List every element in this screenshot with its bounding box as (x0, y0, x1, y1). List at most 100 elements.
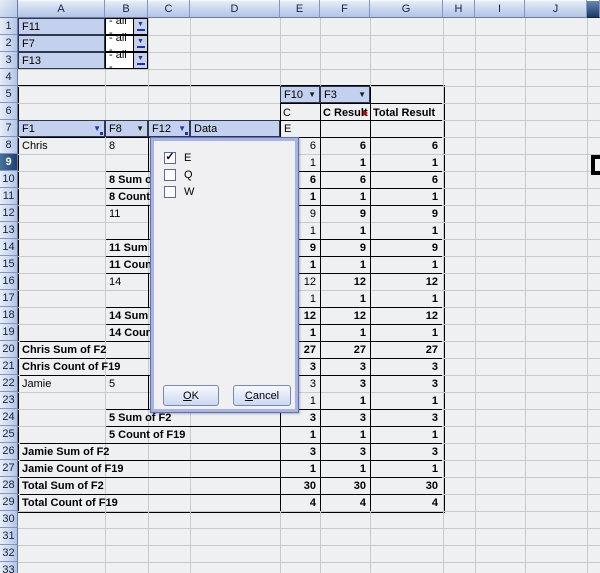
cell-E12[interactable]: 9 (309, 207, 316, 220)
page-filter-f7-combo[interactable]: - all - ▼ (105, 32, 148, 56)
cell-E8[interactable]: 6 (309, 139, 316, 152)
filter-dropdown-arrow-icon[interactable]: ▼ (136, 123, 144, 133)
cell-F24[interactable]: 3 (359, 411, 366, 424)
cell-E20[interactable]: 27 (303, 343, 316, 356)
cell-E14[interactable]: 9 (309, 241, 316, 254)
pivot-colfield-f10-button[interactable]: F10 ▼ (280, 86, 320, 103)
cell-G27[interactable]: 1 (431, 462, 438, 475)
cell-F26[interactable]: 3 (359, 445, 366, 458)
cell-G19[interactable]: 1 (431, 326, 438, 339)
cell-E13[interactable]: 1 (309, 224, 316, 237)
cell-E26[interactable]: 3 (309, 445, 316, 458)
cell-G17[interactable]: 1 (431, 292, 438, 305)
pivot-rowfield-f12-button[interactable]: F12 ▼ (148, 120, 190, 137)
cell-A8[interactable]: Chris (22, 139, 48, 152)
cell-G22[interactable]: 3 (431, 377, 438, 390)
cell-G21[interactable]: 3 (431, 360, 438, 373)
cell-G9[interactable]: 1 (431, 156, 438, 169)
filter-option-q[interactable]: Q (164, 168, 193, 181)
cell-G15[interactable]: 1 (431, 258, 438, 271)
cell-F22[interactable]: 3 (359, 377, 366, 390)
cell-F28[interactable]: 30 (353, 479, 366, 492)
page-field-f13-button[interactable]: F13 (18, 52, 105, 69)
cell-E27[interactable]: 1 (309, 462, 316, 475)
cell-F18[interactable]: 12 (353, 309, 366, 322)
cell-A29[interactable]: Total Count of F19 (22, 496, 118, 509)
cell-F29[interactable]: 4 (359, 496, 366, 509)
checkbox-unchecked-icon[interactable] (164, 185, 176, 198)
filter-dropdown-arrow-icon[interactable]: ▼ (178, 123, 186, 133)
cell-A26[interactable]: Jamie Sum of F2 (22, 445, 110, 458)
cell-G20[interactable]: 27 (425, 343, 438, 356)
cell-A22[interactable]: Jamie (22, 377, 52, 390)
cell-F12[interactable]: 9 (359, 207, 366, 220)
cell-G18[interactable]: 12 (425, 309, 438, 322)
page-filter-dropdown-button[interactable]: ▼ (133, 53, 147, 68)
filter-dropdown-arrow-icon[interactable]: ▼ (308, 89, 316, 99)
cell-E21[interactable]: 3 (309, 360, 316, 373)
cell-G25[interactable]: 1 (431, 428, 438, 441)
cell-B22[interactable]: 5 (109, 377, 116, 390)
cell-E17[interactable]: 1 (309, 292, 316, 305)
cell-F9[interactable]: 1 (359, 156, 366, 169)
cell-F16[interactable]: 12 (353, 275, 366, 288)
cell-G26[interactable]: 3 (431, 445, 438, 458)
cell-E11[interactable]: 1 (309, 190, 316, 203)
cell-E6[interactable]: C (283, 106, 291, 119)
cell-F17[interactable]: 1 (359, 292, 366, 305)
cell-E9[interactable]: 1 (309, 156, 316, 169)
cell-F21[interactable]: 3 (359, 360, 366, 373)
cell-F6[interactable]: C Result (323, 106, 368, 119)
cell-E25[interactable]: 1 (309, 428, 316, 441)
cell-E29[interactable]: 4 (309, 496, 316, 509)
checkbox-checked-icon[interactable]: ✓ (164, 151, 176, 164)
cell-F14[interactable]: 9 (359, 241, 366, 254)
cell-G8[interactable]: 6 (431, 139, 438, 152)
checkbox-unchecked-icon[interactable] (164, 168, 176, 181)
cell-F20[interactable]: 27 (353, 343, 366, 356)
cell-E18[interactable]: 12 (303, 309, 316, 322)
cell-E28[interactable]: 30 (303, 479, 316, 492)
pivot-rowfield-f8-button[interactable]: F8 ▼ (105, 120, 148, 137)
cell-E16[interactable]: 12 (303, 275, 316, 288)
cell-G6[interactable]: Total Result (373, 106, 436, 119)
cell-F11[interactable]: 1 (359, 190, 366, 203)
cell-E15[interactable]: 1 (309, 258, 316, 271)
cell-G13[interactable]: 1 (431, 224, 438, 237)
cancel-button[interactable]: Cancel (233, 385, 291, 406)
cell-G12[interactable]: 9 (431, 207, 438, 220)
cell-A21[interactable]: Chris Count of F19 (22, 360, 121, 373)
cell-F19[interactable]: 1 (359, 326, 366, 339)
cell-B24[interactable]: 5 Sum of F2 (109, 411, 172, 424)
cell-B8[interactable]: 8 (109, 139, 116, 152)
cell-F23[interactable]: 1 (359, 394, 366, 407)
cell-E19[interactable]: 1 (309, 326, 316, 339)
cell-F15[interactable]: 1 (359, 258, 366, 271)
pivot-colfield-f3-button[interactable]: F3 ▼ (320, 86, 370, 103)
filter-option-w[interactable]: W (164, 185, 194, 198)
cell-G24[interactable]: 3 (431, 411, 438, 424)
cell-G29[interactable]: 4 (431, 496, 438, 509)
cell-E7[interactable]: E (284, 122, 292, 135)
cell-A28[interactable]: Total Sum of F2 (22, 479, 104, 492)
cell-B12[interactable]: 11 (109, 207, 121, 220)
cell-F25[interactable]: 1 (359, 428, 366, 441)
cell-E23[interactable]: 1 (309, 394, 316, 407)
cell-G23[interactable]: 1 (431, 394, 438, 407)
pivot-rowfield-f1-button[interactable]: F1 ▼ (18, 120, 105, 137)
filter-dropdown-arrow-icon[interactable]: ▼ (93, 123, 101, 133)
cell-G16[interactable]: 12 (425, 275, 438, 288)
cell-G14[interactable]: 9 (431, 241, 438, 254)
cell-F10[interactable]: 6 (359, 173, 366, 186)
cell-B25[interactable]: 5 Count of F19 (109, 428, 186, 441)
cell-B16[interactable]: 14 (109, 275, 122, 288)
cell-G10[interactable]: 6 (431, 173, 438, 186)
cell-F8[interactable]: 6 (359, 139, 366, 152)
cell-A20[interactable]: Chris Sum of F2 (22, 343, 107, 356)
ok-button[interactable]: OK (163, 385, 219, 406)
cell-G28[interactable]: 30 (425, 479, 438, 492)
cell-E24[interactable]: 3 (309, 411, 316, 424)
page-filter-dropdown-button[interactable]: ▼ (133, 36, 147, 51)
cell-G11[interactable]: 1 (431, 190, 438, 203)
pivot-datafield-button[interactable]: Data (190, 120, 280, 137)
